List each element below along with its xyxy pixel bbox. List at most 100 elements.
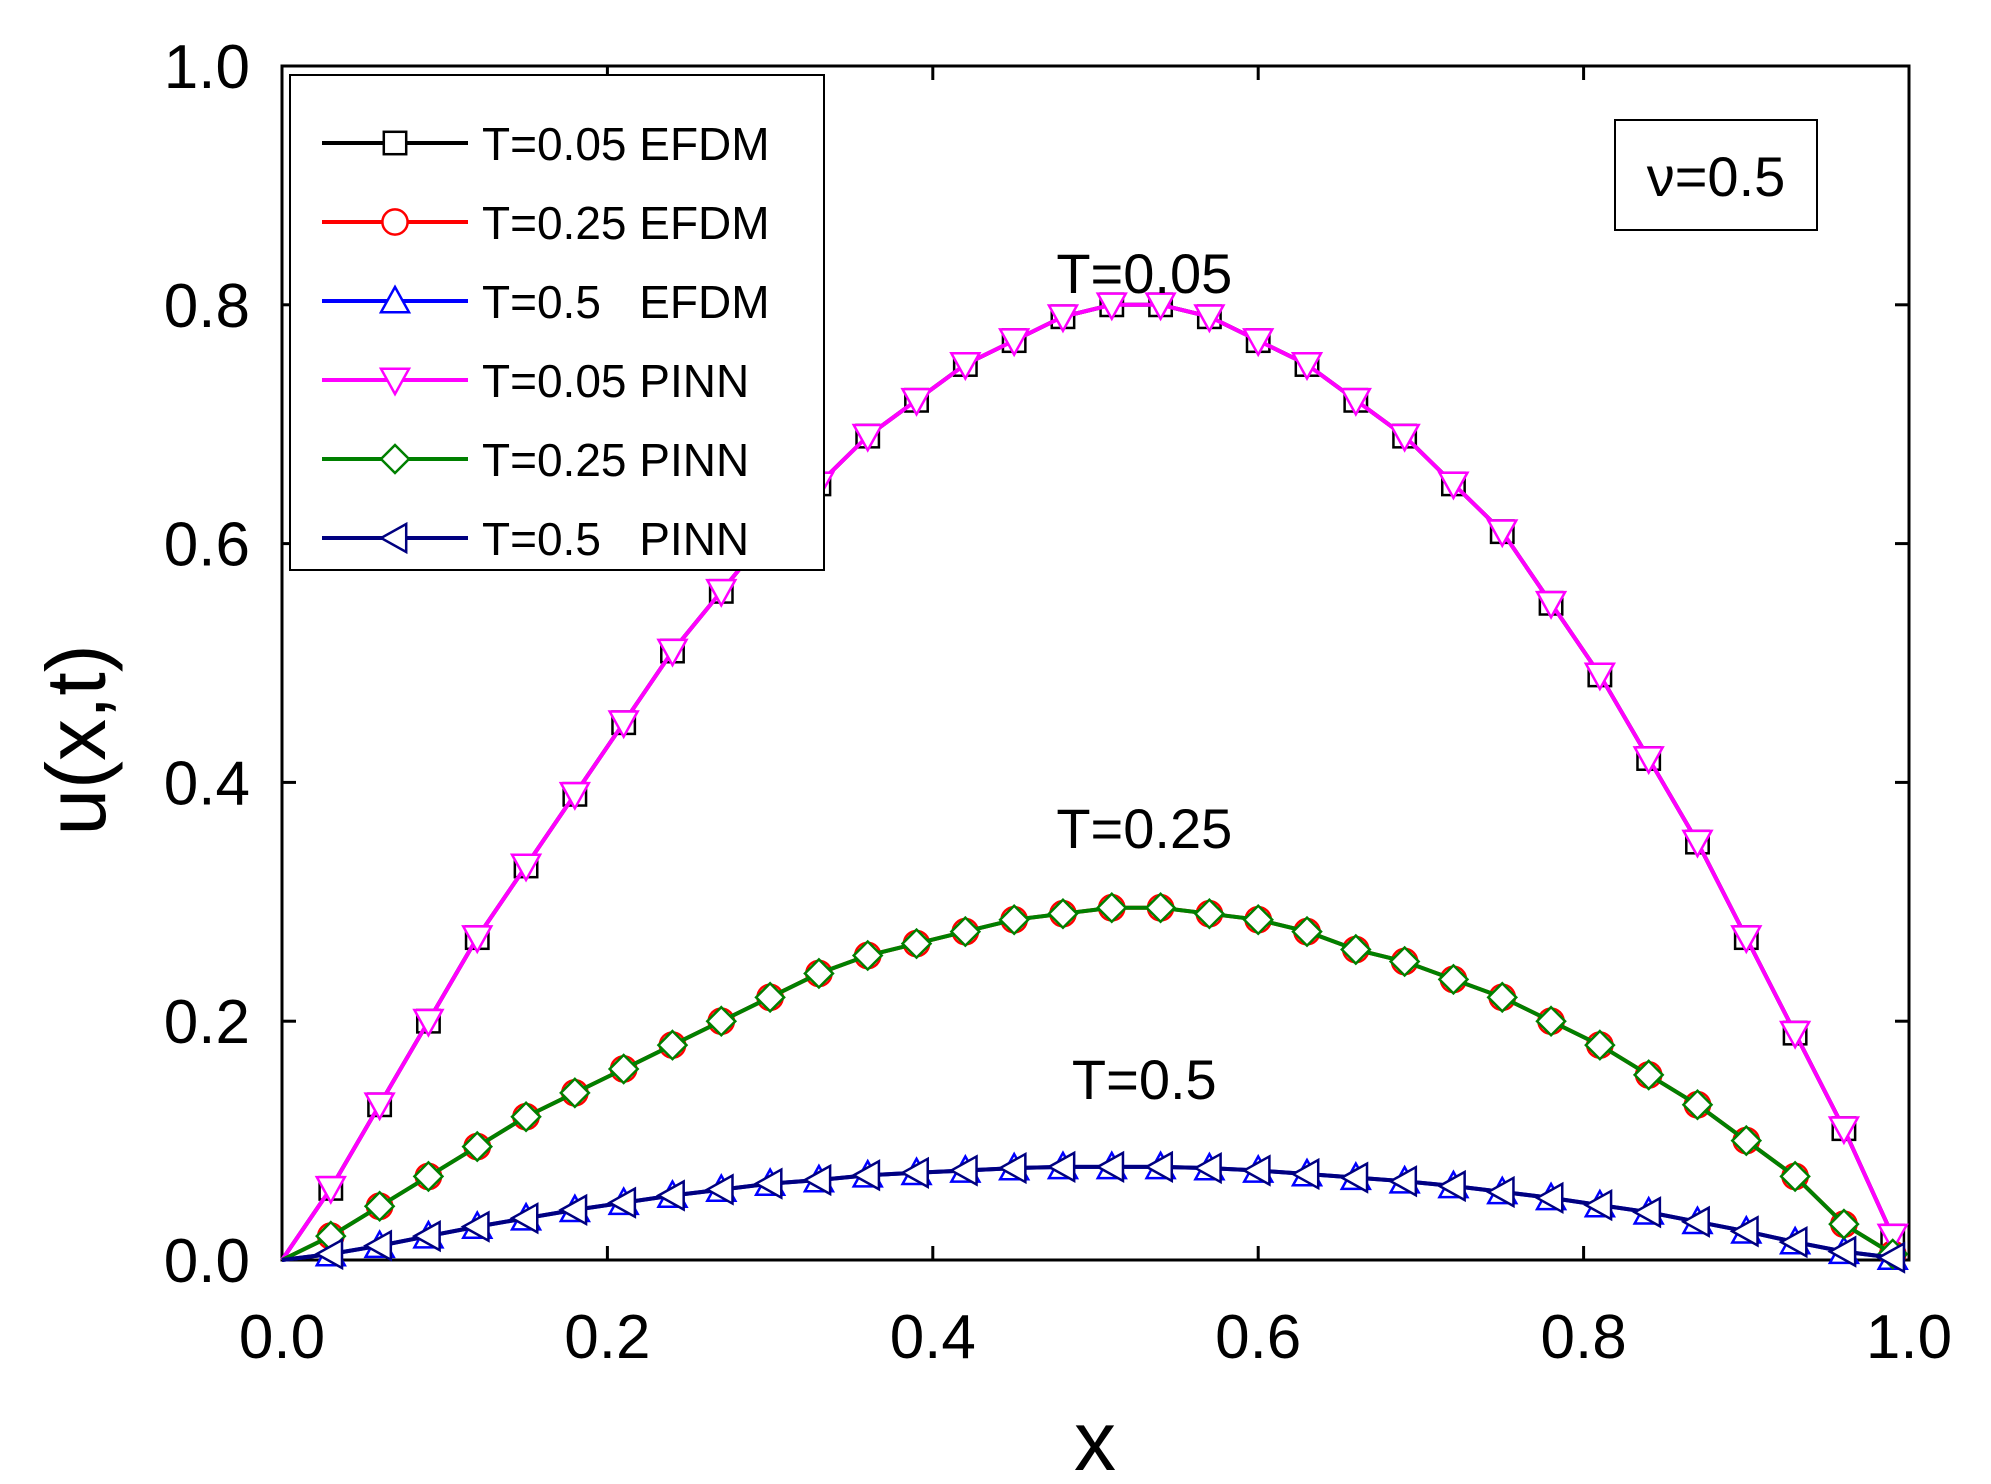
data-point	[1583, 662, 1616, 692]
data-point	[314, 1175, 347, 1205]
data-point	[1241, 1154, 1271, 1187]
data-point	[1096, 892, 1128, 924]
data-point	[851, 1159, 881, 1192]
legend-label: T=0.05 EFDM	[482, 118, 770, 170]
data-point	[656, 1029, 689, 1061]
series-line	[280, 302, 1895, 1262]
data-point	[949, 915, 982, 948]
data-point	[656, 638, 689, 668]
data-point	[900, 387, 933, 417]
data-point	[1388, 1165, 1418, 1198]
curve-label: T=0.05	[1056, 242, 1232, 305]
data-point	[997, 1151, 1027, 1185]
data-point	[1095, 1150, 1125, 1183]
data-point	[851, 423, 884, 453]
data-point	[1827, 1235, 1857, 1268]
data-point	[1242, 328, 1275, 358]
x-tick-labels: 0.0 0.2 0.4 0.6 0.8 1.0	[239, 1303, 1952, 1372]
data-point	[509, 853, 543, 883]
data-point	[1339, 387, 1372, 417]
y-tick-label: 0.8	[164, 272, 250, 341]
data-point	[558, 1193, 588, 1226]
data-point	[1779, 1160, 1811, 1193]
data-point	[607, 1053, 640, 1085]
data-point	[460, 1210, 490, 1243]
data-point	[461, 1130, 494, 1163]
curve-labels: T=0.05 T=0.25 T=0.5	[1056, 242, 1232, 1111]
data-point	[1193, 304, 1226, 334]
data-point	[509, 1202, 539, 1235]
x-tick-label: 0.8	[1540, 1303, 1626, 1372]
legend-entry: T=0.5 EFDM	[322, 276, 770, 328]
data-point	[1584, 1029, 1616, 1061]
data-point	[1291, 915, 1323, 948]
data-point	[1486, 981, 1519, 1014]
legend-label: T=0.25 PINN	[482, 434, 749, 486]
data-point	[1437, 963, 1470, 996]
y-tick-label: 0.4	[164, 749, 250, 818]
data-point	[1828, 1208, 1860, 1240]
data-point	[900, 927, 933, 960]
data-point	[1729, 1215, 1759, 1248]
curve-label: T=0.5	[1072, 1048, 1217, 1111]
data-point	[607, 710, 640, 740]
y-tick-label: 0.6	[164, 511, 250, 580]
data-point	[1046, 1150, 1076, 1183]
y-axis-title: u(x,t)	[29, 644, 123, 835]
data-point	[998, 903, 1030, 936]
series-line	[281, 1164, 1893, 1262]
data-point	[314, 1237, 344, 1271]
data-point	[704, 1173, 734, 1206]
legend-entry: T=0.5 PINN	[322, 513, 749, 565]
data-point	[802, 1163, 832, 1197]
y-tick-labels: 0.0 0.2 0.4 0.6 0.8 1.0	[164, 33, 250, 1296]
data-point	[655, 1179, 685, 1212]
data-point	[558, 781, 591, 811]
legend-entry: T=0.05 PINN	[322, 355, 749, 407]
x-tick-label: 0.2	[564, 1303, 650, 1372]
legend-marker	[381, 208, 409, 236]
data-point	[363, 1229, 393, 1262]
data-point	[461, 925, 494, 955]
legend-entry: T=0.05 EFDM	[322, 118, 770, 170]
y-tick-label: 0.2	[164, 988, 250, 1057]
data-point	[899, 1156, 929, 1189]
data-point	[1681, 829, 1714, 859]
series-layer	[280, 292, 1909, 1274]
data-point	[1534, 1181, 1564, 1215]
data-point	[1485, 1175, 1515, 1209]
data-point	[1730, 1124, 1763, 1157]
data-point	[1534, 590, 1568, 620]
y-tick-label: 1.0	[164, 33, 250, 102]
data-point	[1193, 897, 1226, 930]
data-point	[1046, 304, 1080, 334]
series-5	[281, 1150, 1906, 1274]
legend-marker	[378, 521, 408, 555]
data-point	[412, 1008, 445, 1038]
data-point	[1680, 1205, 1710, 1238]
data-point	[1340, 933, 1372, 966]
data-point	[1242, 903, 1274, 936]
series-4	[281, 892, 1909, 1270]
data-point	[411, 1219, 441, 1253]
legend-marker	[378, 367, 412, 397]
legend-label: T=0.25 EFDM	[482, 197, 770, 249]
data-point	[1535, 1005, 1567, 1037]
data-point	[1047, 897, 1079, 930]
legend-label: T=0.5 PINN	[482, 513, 749, 565]
legend-entry: T=0.25 PINN	[322, 434, 749, 486]
data-point	[754, 981, 786, 1014]
data-point	[1290, 1157, 1320, 1191]
data-point	[412, 1160, 445, 1193]
data-point	[1876, 1241, 1906, 1274]
x-tick-label: 1.0	[1866, 1303, 1952, 1372]
data-point	[705, 1005, 738, 1037]
nu-annotation-box	[1614, 119, 1818, 231]
data-point	[559, 1077, 591, 1109]
data-point	[949, 352, 982, 382]
data-point	[705, 578, 738, 608]
data-point	[948, 1154, 978, 1187]
data-point	[1778, 1020, 1812, 1050]
legend-marker	[378, 284, 412, 314]
